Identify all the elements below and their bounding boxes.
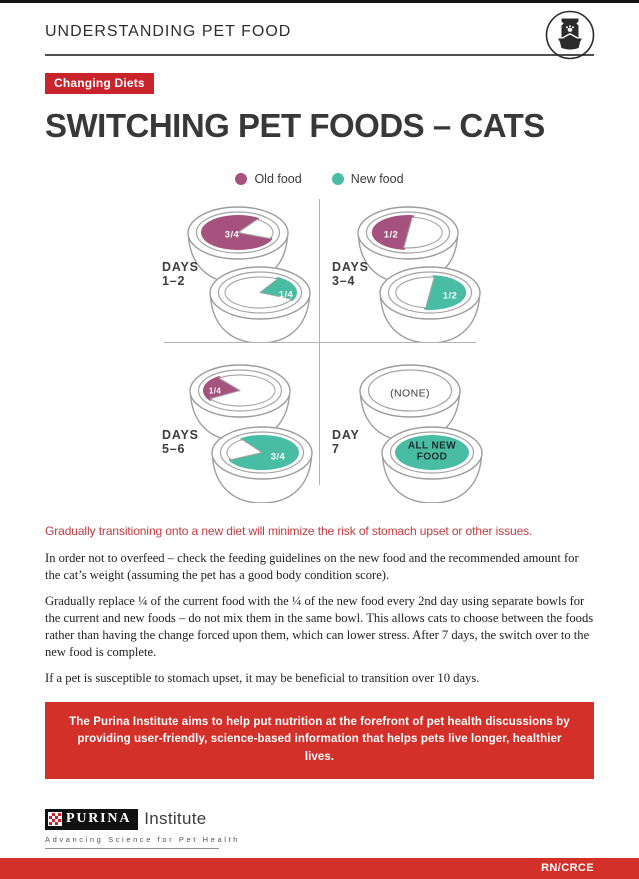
logo-divider — [45, 847, 219, 849]
logo-tagline: Advancing Science for Pet Health — [45, 834, 240, 844]
legend-item-old-food: Old food — [235, 171, 302, 186]
legend-item-new-food: New food — [331, 171, 404, 186]
svg-text:1/4: 1/4 — [278, 289, 293, 300]
quadrant-day-7: (NONE) ALL NEW FOOD DAY 7 — [320, 343, 490, 504]
purina-checkerboard-icon — [48, 811, 62, 826]
section-badge: Changing Diets — [45, 73, 154, 94]
diagram-horizontal-divider — [163, 341, 476, 343]
quadrant-days-5-6: 1/4 3/4 DAYS 5–6 — [150, 343, 320, 504]
legend: Old food New food — [0, 172, 639, 186]
header-divider — [45, 54, 594, 56]
new-food-dot-icon — [331, 172, 344, 185]
page-title: SWITCHING PET FOODS – CATS — [45, 107, 545, 144]
legend-label-new: New food — [350, 171, 404, 186]
header-title: UNDERSTANDING PET FOOD — [45, 23, 292, 40]
body-paragraph: If a pet is susceptible to stomach upset… — [45, 671, 480, 686]
legend-label-old: Old food — [254, 171, 302, 186]
header: UNDERSTANDING PET FOOD — [0, 3, 639, 60]
svg-text:1/2: 1/2 — [383, 229, 397, 240]
purina-institute-logo: PURINA Institute Advancing Science for P… — [45, 808, 639, 849]
callout-box: The Purina Institute aims to help put nu… — [45, 701, 594, 779]
quadrant-days-3-4: 1/2 1/2 DAYS 3–4 — [320, 197, 490, 344]
footer-code: RN/CRCE — [541, 862, 594, 874]
transition-diagram: 3/4 1/4 DAYS 1–2 1/2 1/2 DAYS 3–4 1/4 3/4 DAYS 5–… — [150, 197, 490, 504]
svg-text:3/4: 3/4 — [224, 229, 239, 240]
svg-text:3/4: 3/4 — [270, 451, 285, 462]
statement-text: Gradually transitioning onto a new diet … — [45, 523, 533, 538]
institute-label: Institute — [144, 809, 207, 829]
body-paragraph: In order not to overfeed – check the fee… — [45, 550, 579, 582]
body-paragraph: Gradually replace ¼ of the current food … — [45, 593, 594, 660]
callout-text: The Purina Institute aims to help put nu… — [69, 715, 570, 764]
purina-brand-text: PURINA — [66, 810, 132, 826]
pet-food-bag-bowl-icon — [544, 9, 596, 66]
svg-text:(NONE): (NONE) — [390, 387, 430, 399]
svg-text:1/2: 1/2 — [442, 290, 456, 301]
footer-bar: RN/CRCE — [0, 858, 639, 879]
body-text: In order not to overfeed – check the fee… — [45, 550, 594, 688]
svg-text:1/4: 1/4 — [208, 386, 220, 395]
quadrant-days-1-2: 3/4 1/4 DAYS 1–2 — [150, 197, 320, 344]
page-top-edge — [0, 0, 639, 3]
purina-wordmark: PURINA — [45, 808, 139, 830]
old-food-dot-icon — [235, 172, 248, 185]
